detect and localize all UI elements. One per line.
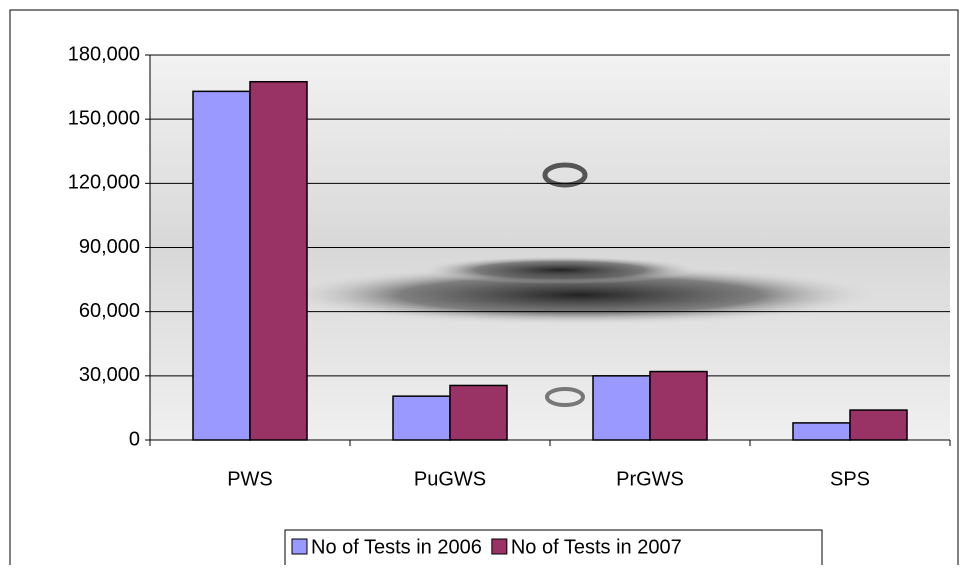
legend-swatch (492, 539, 507, 554)
legend-label: No of Tests in 2006 (311, 536, 482, 558)
y-tick-label: 150,000 (68, 107, 140, 129)
bar (193, 91, 250, 440)
bar (593, 376, 650, 440)
bar (393, 396, 450, 440)
chart: 0 30,000 60,000 90,000 120,000 150,000 180,000… (0, 0, 960, 565)
y-tick-label: 60,000 (79, 300, 140, 322)
bar (850, 410, 907, 440)
y-tick-label: 30,000 (79, 364, 140, 386)
y-tick-label: 180,000 (68, 43, 140, 65)
y-tick-label: 0 (129, 428, 140, 450)
legend-label: No of Tests in 2007 (511, 536, 682, 558)
bar (250, 82, 307, 440)
bar (793, 423, 850, 440)
x-tick-label: PuGWS (414, 468, 486, 490)
x-tick-label: SPS (830, 468, 870, 490)
y-tick-label: 120,000 (68, 172, 140, 194)
bar (650, 372, 707, 440)
x-tick-label: PWS (227, 468, 273, 490)
y-tick-label: 90,000 (79, 236, 140, 258)
bar (450, 385, 507, 440)
legend-swatch (292, 539, 307, 554)
x-tick-label: PrGWS (616, 468, 684, 490)
